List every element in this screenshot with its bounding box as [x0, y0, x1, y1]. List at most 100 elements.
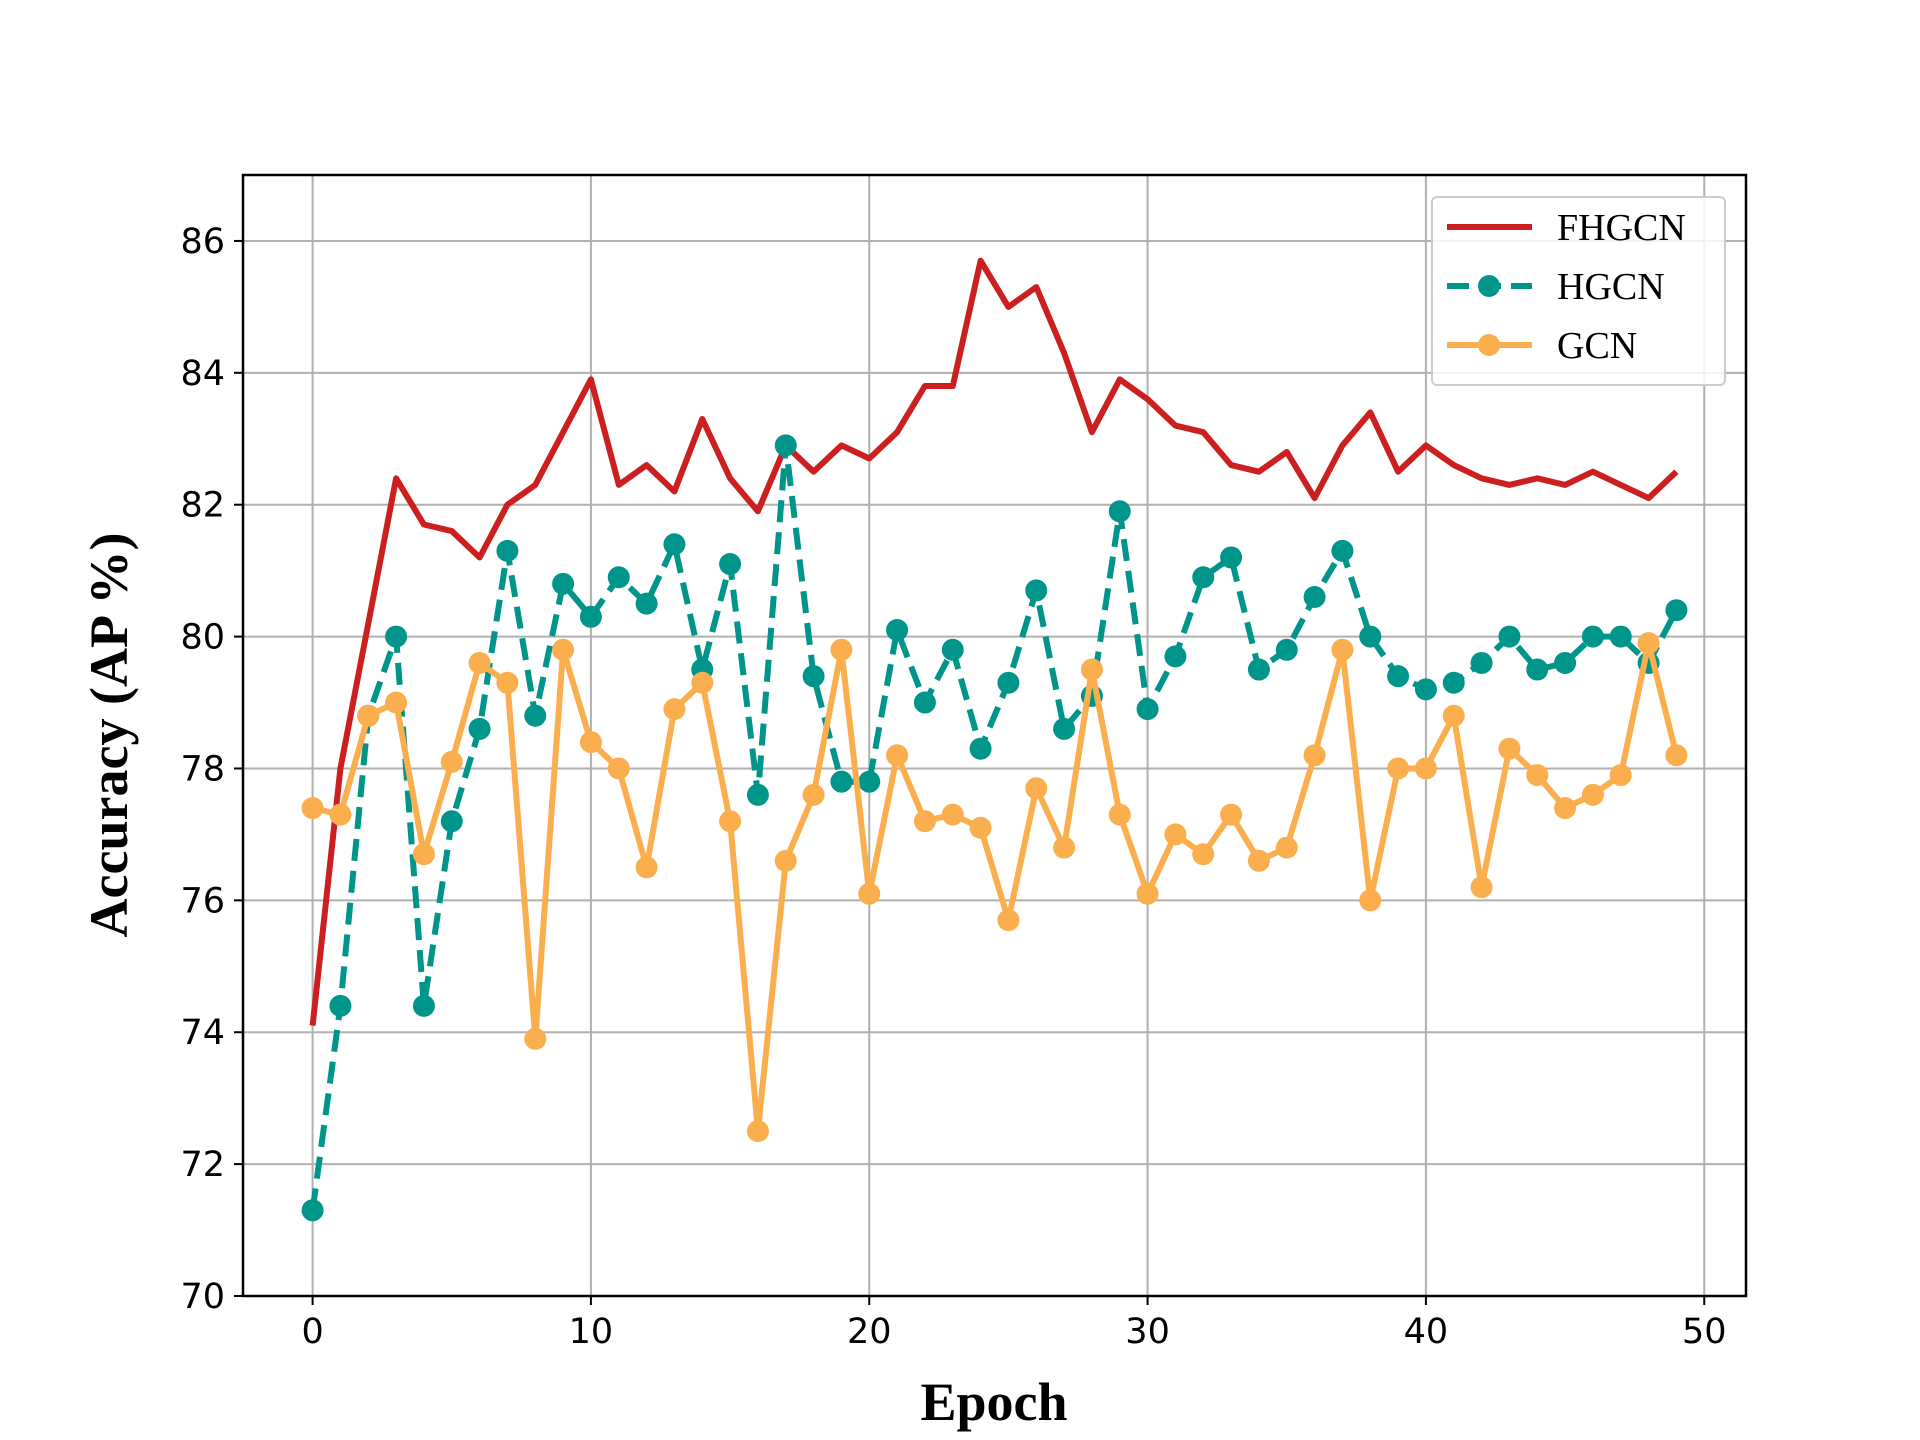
data-point-gcn [1554, 797, 1577, 820]
data-point-hgcn [774, 434, 797, 457]
series-hgcn [301, 434, 1688, 1222]
data-point-hgcn [719, 553, 742, 576]
data-point-hgcn [496, 539, 519, 562]
data-point-gcn [1331, 638, 1354, 661]
data-point-hgcn [1136, 698, 1159, 721]
legend-label-hgcn: HGCN [1557, 266, 1665, 308]
x-tick-label: 0 [301, 1312, 323, 1352]
data-point-gcn [1192, 843, 1215, 866]
data-point-hgcn [440, 810, 463, 833]
data-point-gcn [1387, 757, 1410, 780]
legend: FHGCN HGCN GCN [1431, 196, 1726, 386]
data-point-gcn [746, 1120, 769, 1143]
data-point-hgcn [1442, 671, 1465, 694]
data-point-gcn [969, 816, 992, 839]
data-point-gcn [1637, 632, 1660, 655]
data-point-gcn [941, 803, 964, 826]
data-point-hgcn [1414, 678, 1437, 701]
data-point-hgcn [579, 605, 602, 628]
data-point-gcn [385, 691, 408, 714]
data-point-gcn [357, 704, 380, 727]
data-point-gcn [1414, 757, 1437, 780]
data-point-gcn [802, 783, 825, 806]
legend-label-gcn: GCN [1557, 325, 1637, 367]
y-tick-label: 78 [180, 749, 225, 789]
plot-frame [241, 173, 1748, 1298]
data-point-hgcn [1387, 665, 1410, 688]
data-point-hgcn [913, 691, 936, 714]
data-point-hgcn [412, 994, 435, 1017]
data-point-gcn [1526, 764, 1549, 787]
legend-marker-gcn [1478, 334, 1500, 356]
data-point-hgcn [1108, 500, 1131, 523]
data-point-hgcn [301, 1199, 324, 1222]
data-point-hgcn [1581, 625, 1604, 648]
legend-label-fhgcn: FHGCN [1557, 207, 1686, 249]
data-point-hgcn [385, 625, 408, 648]
data-point-gcn [301, 797, 324, 820]
data-point-gcn [468, 651, 491, 674]
data-point-gcn [997, 909, 1020, 932]
data-point-hgcn [941, 638, 964, 661]
x-tick-label: 20 [847, 1312, 892, 1352]
data-point-hgcn [1609, 625, 1632, 648]
legend-marker-hgcn [1478, 275, 1500, 297]
data-point-gcn [524, 1027, 547, 1050]
data-point-gcn [607, 757, 630, 780]
y-axis-title: Accuracy (AP %) [79, 533, 139, 938]
data-point-hgcn [607, 566, 630, 589]
data-point-gcn [1053, 836, 1076, 859]
series-gcn [301, 632, 1688, 1143]
series-layer [301, 257, 1688, 1222]
legend-box [1431, 196, 1726, 386]
data-point-hgcn [663, 533, 686, 556]
data-point-hgcn [1220, 546, 1243, 569]
x-tick-label: 50 [1682, 1312, 1727, 1352]
data-point-hgcn [1192, 566, 1215, 589]
series-line-fhgcn [309, 257, 1679, 1026]
data-point-gcn [719, 810, 742, 833]
x-axis-title: Epoch [920, 1372, 1067, 1432]
y-tick-label: 84 [180, 354, 225, 394]
data-point-hgcn [830, 770, 853, 793]
data-point-hgcn [1025, 579, 1048, 602]
data-point-gcn [1275, 836, 1298, 859]
data-point-gcn [1359, 889, 1382, 912]
data-point-hgcn [1275, 638, 1298, 661]
data-point-gcn [913, 810, 936, 833]
series-fhgcn [309, 257, 1679, 1026]
data-point-hgcn [746, 783, 769, 806]
data-point-gcn [635, 856, 658, 879]
data-point-gcn [1164, 823, 1187, 846]
y-tick-label: 82 [180, 486, 225, 526]
y-tick-label: 76 [180, 881, 225, 921]
data-point-hgcn [1359, 625, 1382, 648]
data-point-gcn [1470, 876, 1493, 899]
data-point-gcn [663, 698, 686, 721]
data-point-hgcn [1164, 645, 1187, 668]
data-point-gcn [886, 744, 909, 767]
y-tick-label: 70 [180, 1277, 225, 1317]
data-point-gcn [440, 750, 463, 773]
data-point-hgcn [1554, 651, 1577, 674]
data-point-hgcn [1526, 658, 1549, 681]
data-point-gcn [412, 843, 435, 866]
y-tick-label: 72 [180, 1145, 225, 1185]
data-point-hgcn [468, 717, 491, 740]
x-tick-label: 30 [1125, 1312, 1170, 1352]
data-point-hgcn [1470, 651, 1493, 674]
data-point-gcn [1220, 803, 1243, 826]
y-tick-label: 86 [180, 222, 225, 262]
data-point-gcn [1303, 744, 1326, 767]
data-point-gcn [1247, 849, 1270, 872]
data-point-gcn [1080, 658, 1103, 681]
data-point-hgcn [858, 770, 881, 793]
axis-ticks: 0 10 20 30 40 50 70 72 74 76 78 80 82 84 86 [180, 222, 1726, 1352]
data-point-gcn [858, 882, 881, 905]
y-tick-label: 80 [180, 618, 225, 658]
data-point-hgcn [1247, 658, 1270, 681]
data-point-hgcn [1498, 625, 1521, 648]
data-point-hgcn [969, 737, 992, 760]
data-point-gcn [1025, 777, 1048, 800]
data-point-hgcn [524, 704, 547, 727]
